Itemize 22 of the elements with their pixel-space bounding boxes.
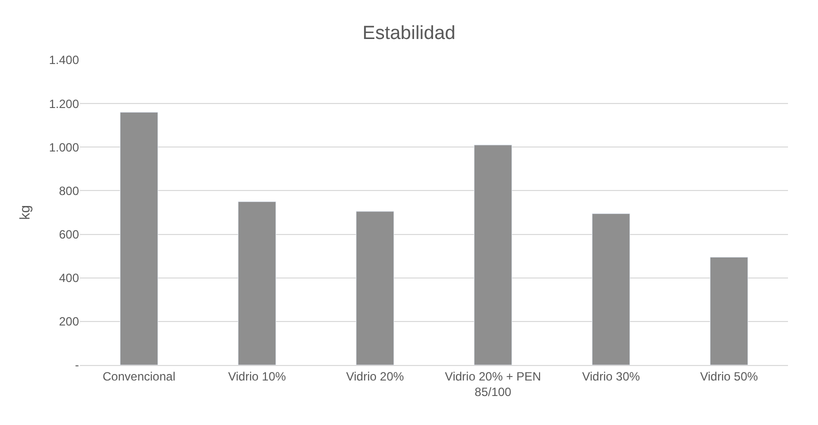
y-tick-label: 400 bbox=[58, 271, 80, 286]
x-tick-label: Vidrio 50% bbox=[700, 369, 758, 384]
y-tick-label: 600 bbox=[58, 227, 80, 242]
bar bbox=[710, 256, 748, 365]
chart-title: Estabilidad bbox=[362, 22, 456, 44]
y-tick-label: 1.000 bbox=[48, 140, 80, 154]
y-tick-label: - bbox=[75, 358, 79, 372]
y-tick-label: 1.400 bbox=[48, 53, 80, 68]
x-tick-label: Convencional bbox=[102, 369, 176, 384]
x-tick-label: Vidrio 30% bbox=[582, 369, 640, 384]
bar bbox=[592, 213, 630, 365]
y-tick-label: 1.200 bbox=[48, 96, 80, 111]
bar bbox=[120, 112, 158, 365]
x-tick-label: Vidrio 20% + PEN 85/100 bbox=[444, 369, 542, 399]
y-axis-title: kg bbox=[16, 205, 33, 220]
x-tick-label: Vidrio 10% bbox=[228, 369, 286, 384]
bar bbox=[238, 201, 276, 365]
y-tick-label: 200 bbox=[58, 314, 80, 329]
bar bbox=[474, 144, 512, 365]
y-tick-label: 800 bbox=[58, 184, 80, 198]
x-tick-label: Vidrio 20% bbox=[346, 369, 404, 384]
bar bbox=[356, 211, 394, 365]
